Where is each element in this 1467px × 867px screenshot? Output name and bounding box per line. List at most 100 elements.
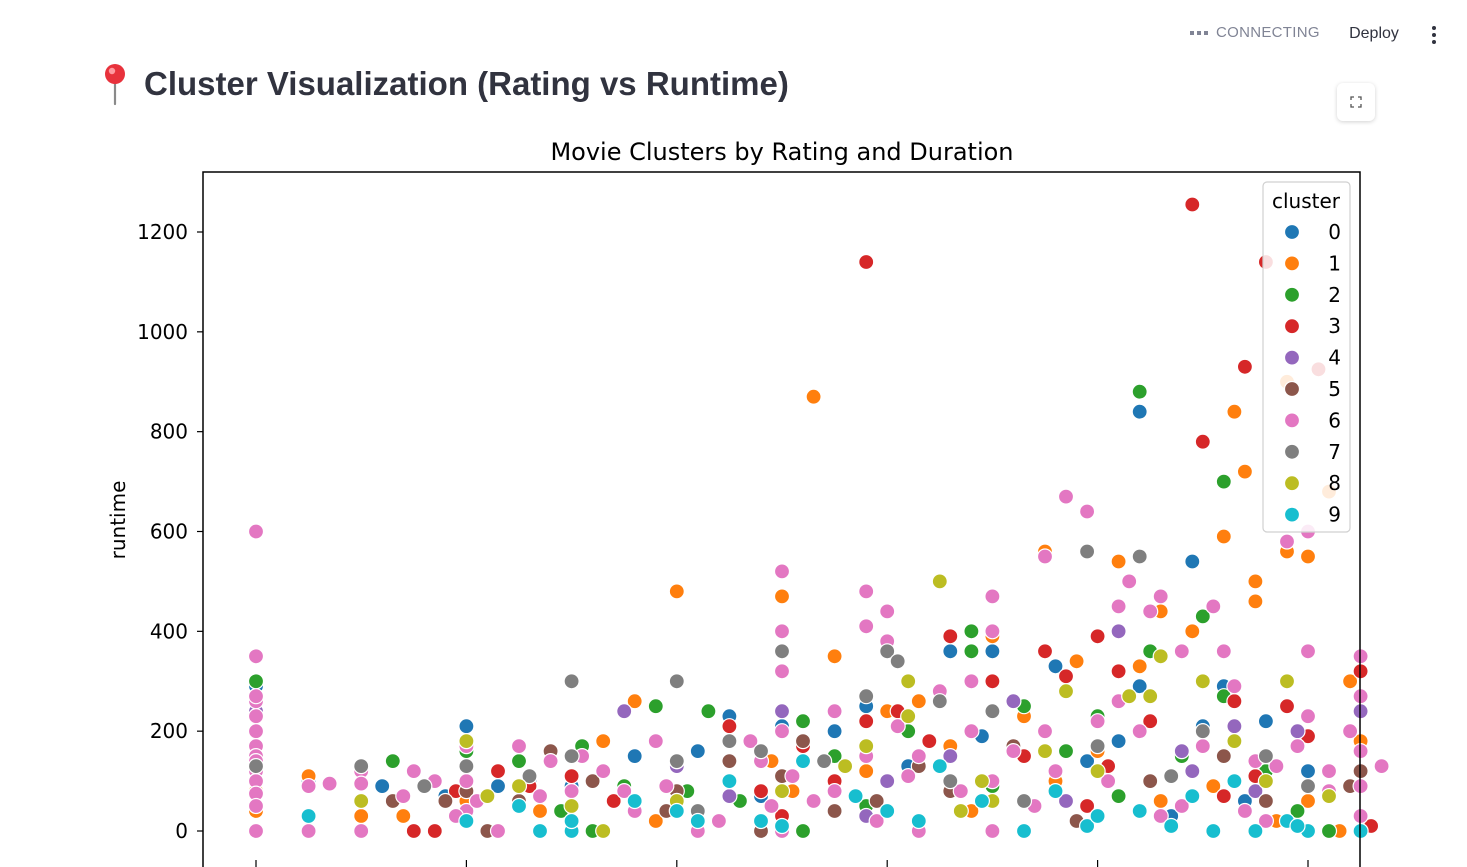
cluster-6-point xyxy=(1047,762,1064,780)
cluster-6-point xyxy=(826,703,843,720)
cluster-6-point xyxy=(1226,678,1243,695)
cluster-2-point xyxy=(1194,608,1211,625)
cluster-0-point xyxy=(1299,762,1317,780)
cluster-6-point xyxy=(1236,802,1254,820)
cluster-0-point xyxy=(1110,732,1127,750)
expand-icon xyxy=(1350,96,1362,108)
cluster-6-point xyxy=(353,775,370,792)
legend-marker xyxy=(1283,255,1301,272)
cluster-7-point xyxy=(815,752,833,770)
cluster-3-point xyxy=(605,792,622,810)
connecting-dots-icon xyxy=(1190,30,1208,35)
cluster-3-point xyxy=(1194,433,1211,450)
connection-status: CONNECTING xyxy=(1190,24,1320,41)
cluster-2-point xyxy=(794,822,812,840)
cluster-8-point xyxy=(858,737,875,755)
cluster-3-point xyxy=(721,718,738,735)
cluster-6-point xyxy=(1299,708,1317,725)
cluster-0-point xyxy=(1047,658,1064,675)
cluster-6-point xyxy=(1036,548,1054,565)
cluster-2-point xyxy=(794,713,812,730)
vertical-ellipsis-icon[interactable] xyxy=(1422,20,1446,50)
cluster-6-point xyxy=(321,775,338,792)
legend-label: 3 xyxy=(1328,314,1341,338)
cluster-6-point xyxy=(247,723,265,740)
cluster-7-point xyxy=(942,772,959,790)
cluster-6-point xyxy=(826,782,843,800)
cluster-6-point xyxy=(1205,598,1222,615)
cluster-0-point xyxy=(626,747,643,765)
cluster-6-point xyxy=(247,797,265,815)
cluster-6-point xyxy=(952,782,969,800)
cluster-6-point xyxy=(900,767,917,785)
cluster-4-point xyxy=(1005,693,1022,710)
cluster-9-point xyxy=(931,757,948,775)
cluster-5-point xyxy=(794,732,812,750)
y-axis-label: runtime xyxy=(106,481,130,560)
cluster-6-point xyxy=(247,688,265,705)
legend-marker xyxy=(1283,506,1301,523)
cluster-9-point xyxy=(1089,807,1106,825)
cluster-5-point xyxy=(1215,747,1232,765)
cluster-0-point xyxy=(458,718,475,735)
fullscreen-button[interactable] xyxy=(1337,83,1375,121)
cluster-6-point xyxy=(353,822,370,840)
cluster-7-point xyxy=(563,673,580,690)
cluster-6-point xyxy=(247,822,265,840)
cluster-6-point xyxy=(984,588,1001,605)
cluster-6-point xyxy=(889,718,906,735)
cluster-6-point xyxy=(742,732,759,750)
y-tick-label: 1000 xyxy=(137,320,188,344)
cluster-8-point xyxy=(353,792,370,810)
cluster-6-point xyxy=(1341,723,1359,740)
cluster-9-point xyxy=(531,822,549,840)
deploy-button[interactable]: Deploy xyxy=(1349,25,1399,42)
cluster-1-point xyxy=(910,693,927,710)
legend-marker xyxy=(1283,223,1301,241)
cluster-6-point xyxy=(773,723,791,740)
cluster-9-point xyxy=(689,812,706,830)
cluster-7-point xyxy=(889,653,906,670)
page-title: Cluster Visualization (Rating vs Runtime… xyxy=(144,65,789,102)
cluster-1-point xyxy=(1205,777,1222,795)
cluster-0-point xyxy=(374,777,391,795)
cluster-7-point xyxy=(416,777,433,795)
cluster-7-point xyxy=(668,752,685,770)
cluster-6-point xyxy=(773,623,791,640)
cluster-4-point xyxy=(1226,718,1243,735)
status-text: CONNECTING xyxy=(1216,24,1320,41)
cluster-8-point xyxy=(1226,732,1243,750)
cluster-4-point xyxy=(1289,723,1306,740)
cluster-0-point xyxy=(1184,553,1201,570)
cluster-6-point xyxy=(1036,723,1054,740)
cluster-6-point xyxy=(773,663,791,680)
cluster-3-point xyxy=(563,767,580,785)
legend-marker xyxy=(1283,349,1301,366)
cluster-6-point xyxy=(595,762,612,780)
cluster-8-point xyxy=(900,708,917,725)
legend-marker xyxy=(1283,443,1301,460)
legend-label: 4 xyxy=(1328,346,1341,370)
cluster-2-point xyxy=(510,752,528,770)
cluster-6-point xyxy=(1152,588,1169,605)
cluster-6-point xyxy=(1299,643,1317,660)
cluster-6-point xyxy=(1078,503,1096,520)
cluster-1-point xyxy=(647,812,664,830)
cluster-2-point xyxy=(700,703,717,720)
cluster-6-point xyxy=(1173,643,1190,660)
cluster-1-point xyxy=(1110,553,1127,570)
y-tick-label: 200 xyxy=(150,719,188,743)
y-axis-ticks: 0 200 400 600 800 1000 1200 xyxy=(137,220,203,843)
cluster-8-point xyxy=(1121,688,1138,705)
cluster-9-point xyxy=(668,802,685,820)
cluster-6-point xyxy=(1057,488,1075,505)
cluster-9-point xyxy=(973,792,991,810)
cluster-9-point xyxy=(773,817,791,835)
cluster-7-point xyxy=(247,757,265,775)
cluster-6-point xyxy=(1089,713,1106,730)
cluster-1-point xyxy=(805,388,822,405)
cluster-6-point xyxy=(510,737,528,755)
cluster-9-point xyxy=(1205,822,1222,840)
legend-label: 0 xyxy=(1328,220,1341,244)
cluster-4-point xyxy=(879,772,896,790)
